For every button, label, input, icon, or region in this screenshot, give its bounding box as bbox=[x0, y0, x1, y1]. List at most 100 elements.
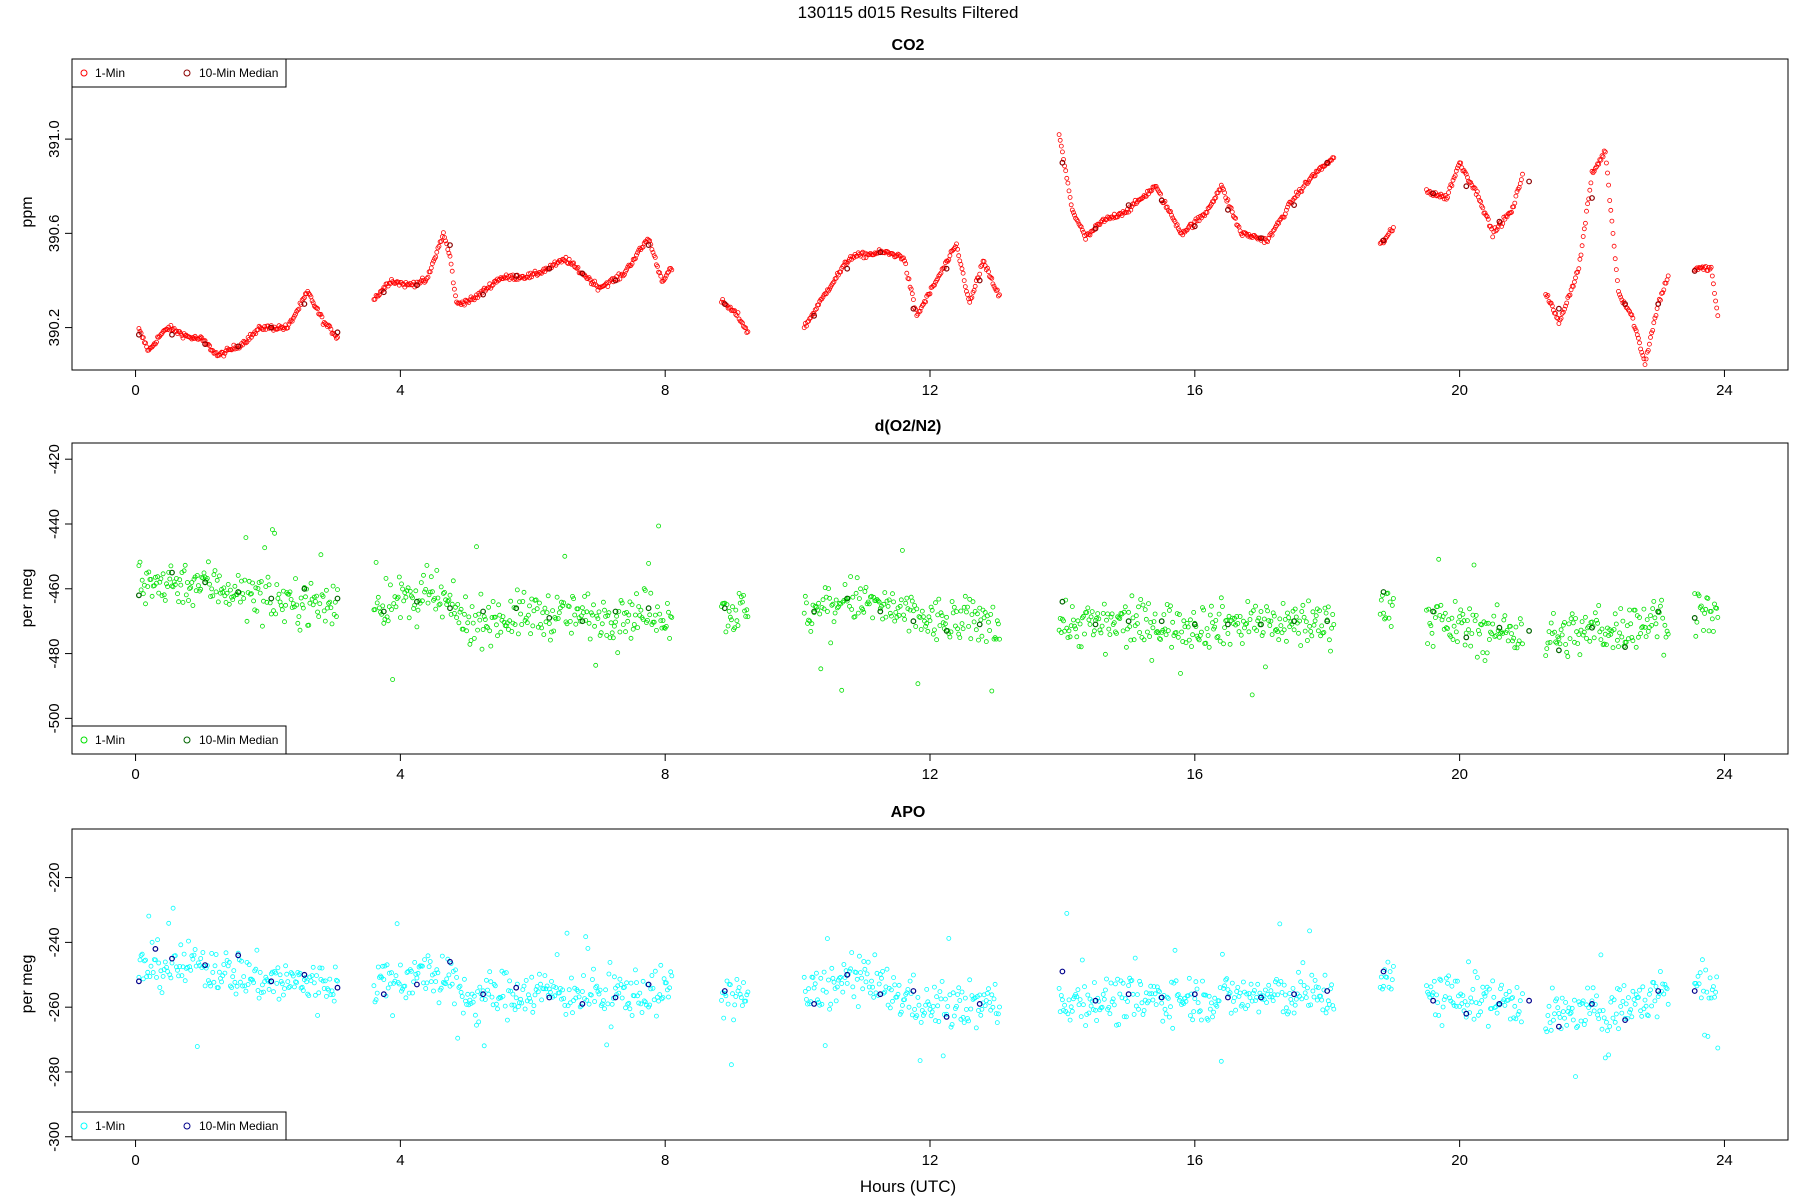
legend-one-min-marker bbox=[80, 1122, 88, 1130]
median-point bbox=[268, 978, 275, 985]
one-min-point bbox=[725, 623, 731, 629]
one-min-point bbox=[983, 639, 989, 644]
one-min-point bbox=[1605, 170, 1610, 176]
one-min-point bbox=[1589, 998, 1595, 1004]
one-min-point bbox=[1267, 232, 1273, 238]
one-min-point bbox=[1483, 212, 1489, 218]
one-min-point bbox=[912, 603, 917, 608]
one-min-point bbox=[1218, 1058, 1224, 1064]
one-min-point bbox=[256, 580, 262, 585]
one-min-point bbox=[429, 261, 435, 267]
median-point bbox=[1463, 634, 1470, 641]
one-min-point bbox=[1628, 1007, 1634, 1013]
one-min-point bbox=[986, 986, 991, 992]
one-min-point bbox=[901, 255, 906, 261]
one-min-point bbox=[1463, 1014, 1469, 1020]
one-min-point bbox=[315, 306, 321, 312]
one-min-point bbox=[235, 573, 241, 578]
one-min-point bbox=[286, 985, 292, 990]
one-min-point bbox=[985, 990, 990, 996]
one-min-point bbox=[225, 582, 231, 587]
one-min-point bbox=[1100, 992, 1106, 997]
one-min-point bbox=[1628, 621, 1634, 627]
one-min-point bbox=[1520, 641, 1525, 647]
one-min-point bbox=[1154, 629, 1160, 634]
one-min-point bbox=[1292, 1002, 1298, 1008]
one-min-point bbox=[1592, 1002, 1598, 1007]
one-min-point bbox=[808, 629, 814, 634]
one-min-point bbox=[1324, 1005, 1330, 1011]
one-min-point bbox=[1236, 629, 1242, 634]
one-min-point bbox=[1495, 224, 1501, 230]
one-min-point bbox=[529, 274, 535, 280]
one-min-point bbox=[1436, 556, 1442, 562]
median-point bbox=[1380, 968, 1387, 975]
one-min-point bbox=[1548, 620, 1554, 626]
one-min-point bbox=[439, 614, 445, 620]
one-min-point bbox=[1081, 1002, 1086, 1008]
one-min-point bbox=[1473, 613, 1479, 618]
one-min-point bbox=[925, 628, 931, 634]
one-min-point bbox=[1551, 1017, 1556, 1023]
one-min-point bbox=[421, 980, 426, 986]
one-min-point bbox=[1275, 992, 1280, 998]
median-point bbox=[1526, 628, 1532, 634]
one-min-point bbox=[743, 998, 749, 1004]
one-min-point bbox=[317, 601, 323, 607]
one-min-point bbox=[1701, 988, 1706, 994]
one-min-point bbox=[919, 608, 925, 614]
one-min-point bbox=[322, 618, 328, 624]
one-min-point bbox=[1193, 979, 1199, 985]
one-min-point bbox=[1089, 998, 1095, 1004]
one-min-point bbox=[230, 974, 236, 980]
one-min-point bbox=[862, 966, 868, 972]
one-min-point bbox=[882, 590, 888, 595]
one-min-point bbox=[1075, 218, 1081, 224]
one-min-point bbox=[1188, 617, 1193, 623]
one-min-point bbox=[1575, 641, 1581, 646]
one-min-point bbox=[1639, 1013, 1645, 1019]
one-min-point bbox=[1071, 210, 1076, 215]
one-min-point bbox=[552, 993, 558, 999]
one-min-point bbox=[906, 628, 912, 634]
one-min-point bbox=[387, 981, 393, 987]
one-min-point bbox=[428, 574, 434, 580]
one-min-point bbox=[378, 973, 383, 979]
one-min-point bbox=[279, 981, 285, 987]
one-min-point bbox=[541, 266, 547, 272]
one-min-point bbox=[1704, 989, 1710, 995]
one-min-point bbox=[396, 981, 402, 987]
one-min-point bbox=[548, 637, 553, 643]
one-min-point bbox=[1576, 632, 1582, 637]
one-min-point bbox=[285, 979, 291, 984]
one-min-point bbox=[1485, 216, 1491, 222]
one-min-point bbox=[1649, 1003, 1654, 1009]
one-min-point bbox=[1612, 256, 1618, 262]
x-tick-label: 12 bbox=[922, 1152, 939, 1169]
one-min-point bbox=[1652, 615, 1658, 621]
one-min-point bbox=[510, 991, 516, 997]
one-min-point bbox=[483, 977, 489, 983]
one-min-point bbox=[1483, 990, 1489, 995]
one-min-point bbox=[1138, 597, 1144, 602]
one-min-point bbox=[1105, 611, 1110, 617]
one-min-point bbox=[1589, 168, 1595, 174]
one-min-point bbox=[208, 983, 214, 989]
one-min-point bbox=[1649, 330, 1654, 336]
one-min-point bbox=[939, 979, 945, 984]
one-min-point bbox=[898, 597, 904, 603]
x-tick-label: 24 bbox=[1716, 766, 1733, 783]
one-min-point bbox=[658, 273, 664, 279]
one-min-point bbox=[1430, 644, 1436, 649]
one-min-point bbox=[968, 296, 974, 301]
one-min-point bbox=[576, 994, 582, 1000]
one-min-point bbox=[583, 618, 589, 623]
one-min-point bbox=[293, 311, 298, 317]
one-min-point bbox=[1606, 1052, 1611, 1058]
one-min-point bbox=[1214, 635, 1220, 640]
one-min-point bbox=[825, 287, 830, 293]
one-min-point bbox=[1446, 190, 1451, 196]
one-min-point bbox=[1255, 618, 1261, 624]
one-min-point bbox=[1574, 1025, 1579, 1030]
one-min-point bbox=[818, 975, 824, 981]
